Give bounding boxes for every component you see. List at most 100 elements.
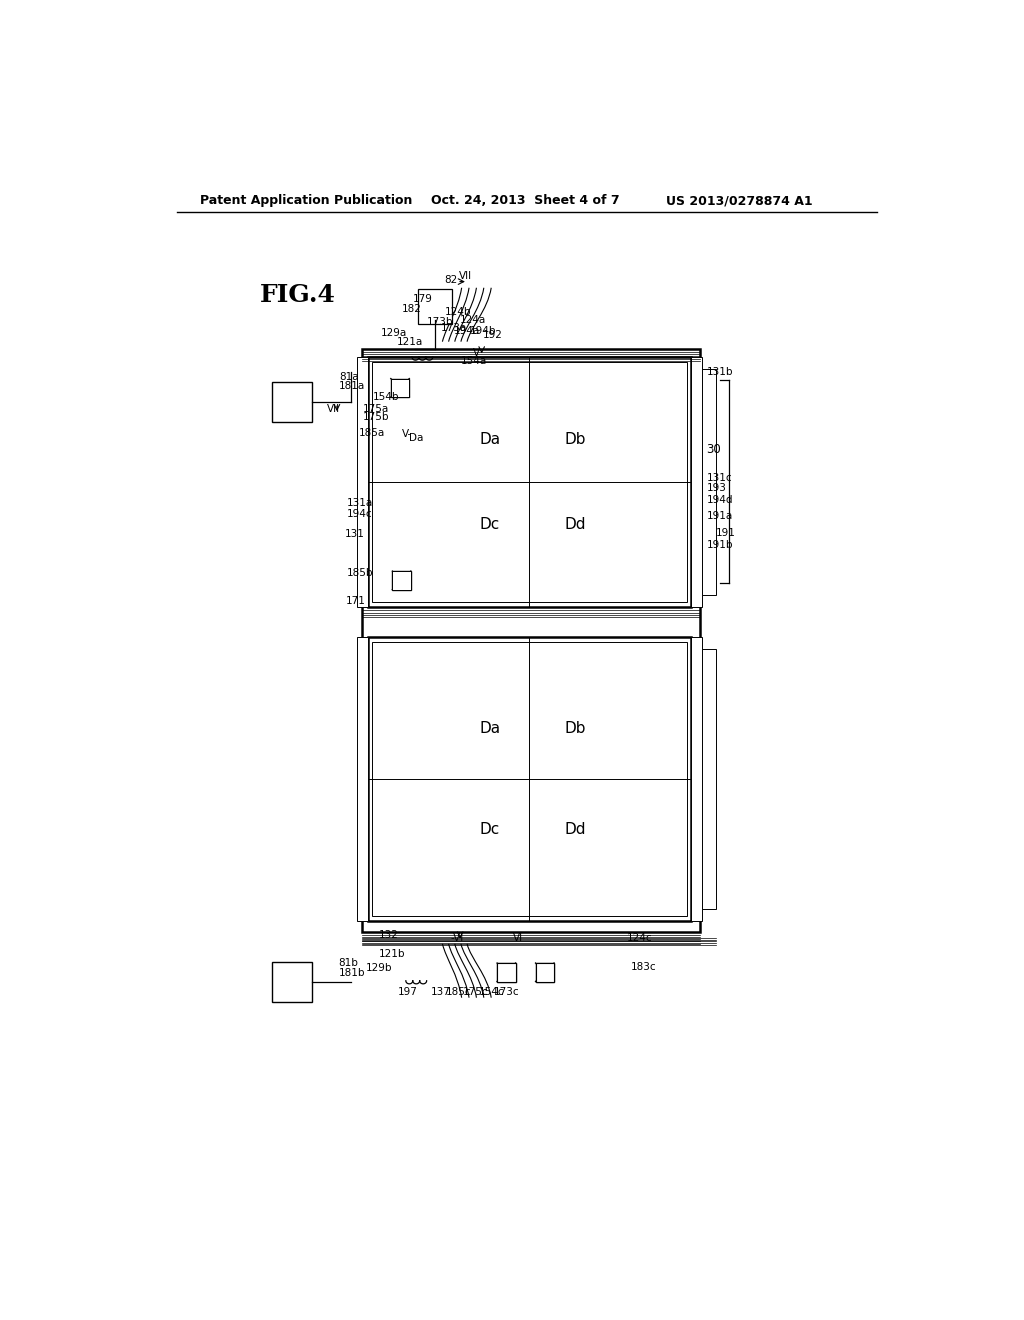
Text: 82: 82 <box>444 275 457 285</box>
Bar <box>497 964 515 982</box>
Bar <box>691 638 701 921</box>
Bar <box>424 296 441 313</box>
Text: 173c: 173c <box>494 986 519 997</box>
Text: 173b: 173b <box>427 317 454 327</box>
Bar <box>279 969 306 997</box>
Bar <box>701 649 716 909</box>
Bar <box>279 388 306 416</box>
Text: 193: 193 <box>707 483 726 492</box>
Text: 124a: 124a <box>460 315 486 325</box>
Text: 81b: 81b <box>339 958 358 968</box>
Bar <box>391 379 410 397</box>
Bar <box>357 358 368 607</box>
Text: 181a: 181a <box>339 380 366 391</box>
Bar <box>368 638 691 921</box>
Text: Dd: Dd <box>564 516 586 532</box>
Text: 132: 132 <box>379 929 398 940</box>
Bar <box>530 363 686 480</box>
Text: 129b: 129b <box>366 964 392 973</box>
Text: Da: Da <box>479 432 501 447</box>
Bar <box>536 964 554 982</box>
Bar <box>272 381 312 422</box>
Text: 185b: 185b <box>347 568 374 578</box>
Bar <box>357 638 368 921</box>
Bar <box>530 483 686 601</box>
Text: Da: Da <box>409 433 423 444</box>
Text: VII: VII <box>327 404 340 414</box>
Bar <box>368 358 691 607</box>
Text: 131c: 131c <box>707 473 732 483</box>
Text: 121b: 121b <box>379 949 406 958</box>
Text: 191: 191 <box>716 528 735 539</box>
Text: VII: VII <box>460 271 472 281</box>
Bar <box>284 974 301 991</box>
Bar <box>373 363 528 480</box>
Text: 131b: 131b <box>707 367 733 378</box>
Text: Dd: Dd <box>564 821 586 837</box>
Text: 185a: 185a <box>358 428 385 438</box>
Text: 183c: 183c <box>631 962 656 972</box>
Bar <box>391 379 410 397</box>
Text: 194a: 194a <box>454 326 480 335</box>
Text: 185c: 185c <box>446 986 472 997</box>
Text: 175a: 175a <box>362 404 388 413</box>
Text: 175c: 175c <box>463 986 488 997</box>
Text: 173a: 173a <box>441 323 467 333</box>
Bar <box>373 780 528 915</box>
Bar <box>536 964 554 982</box>
Bar <box>373 362 686 602</box>
Text: Dc: Dc <box>479 516 500 532</box>
Bar <box>373 643 528 779</box>
Text: 182: 182 <box>401 305 422 314</box>
Text: V: V <box>472 348 479 358</box>
Text: Db: Db <box>564 432 586 447</box>
Text: 129a: 129a <box>381 329 408 338</box>
Bar <box>361 350 700 932</box>
Bar <box>373 483 528 601</box>
Text: FIG.4: FIG.4 <box>260 284 336 308</box>
Text: 131a: 131a <box>347 499 373 508</box>
Text: 121a: 121a <box>397 337 423 347</box>
Text: 154a: 154a <box>461 356 487 366</box>
Text: 194b: 194b <box>470 326 497 335</box>
Text: 194c: 194c <box>347 510 373 519</box>
Text: -VI: -VI <box>451 933 464 942</box>
Text: 179: 179 <box>413 294 433 305</box>
Text: 137: 137 <box>431 986 451 997</box>
Text: 197: 197 <box>397 986 418 997</box>
Text: US 2013/0278874 A1: US 2013/0278874 A1 <box>666 194 812 207</box>
Bar <box>530 643 686 779</box>
Text: Da: Da <box>479 722 501 737</box>
Text: 131: 131 <box>345 529 365 539</box>
Text: 154b: 154b <box>373 392 398 403</box>
Text: 124c: 124c <box>628 933 653 942</box>
Text: 192: 192 <box>482 330 503 341</box>
Text: V-: V- <box>401 429 412 440</box>
Bar <box>392 572 411 590</box>
Bar <box>272 962 312 1002</box>
Text: 181b: 181b <box>339 968 365 978</box>
Text: VI: VI <box>512 933 522 942</box>
Text: Dc: Dc <box>479 821 500 837</box>
Bar <box>422 293 449 321</box>
Bar <box>701 368 716 595</box>
Text: Oct. 24, 2013  Sheet 4 of 7: Oct. 24, 2013 Sheet 4 of 7 <box>431 194 620 207</box>
Text: 191b: 191b <box>707 540 733 550</box>
Text: 124b: 124b <box>444 308 471 317</box>
Text: 81a: 81a <box>339 372 358 381</box>
Text: 194d: 194d <box>707 495 733 504</box>
Bar <box>373 642 686 916</box>
Text: 30: 30 <box>707 444 721 455</box>
Text: 154c: 154c <box>478 986 504 997</box>
Text: 171: 171 <box>345 597 366 606</box>
Bar <box>284 393 301 411</box>
Bar <box>497 964 515 982</box>
Bar <box>691 358 701 607</box>
Text: 191a: 191a <box>707 511 733 521</box>
Text: Patent Application Publication: Patent Application Publication <box>200 194 413 207</box>
Bar <box>418 289 453 323</box>
Bar <box>392 572 411 590</box>
Text: 175b: 175b <box>362 412 389 422</box>
Text: Db: Db <box>564 722 586 737</box>
Bar <box>530 780 686 915</box>
